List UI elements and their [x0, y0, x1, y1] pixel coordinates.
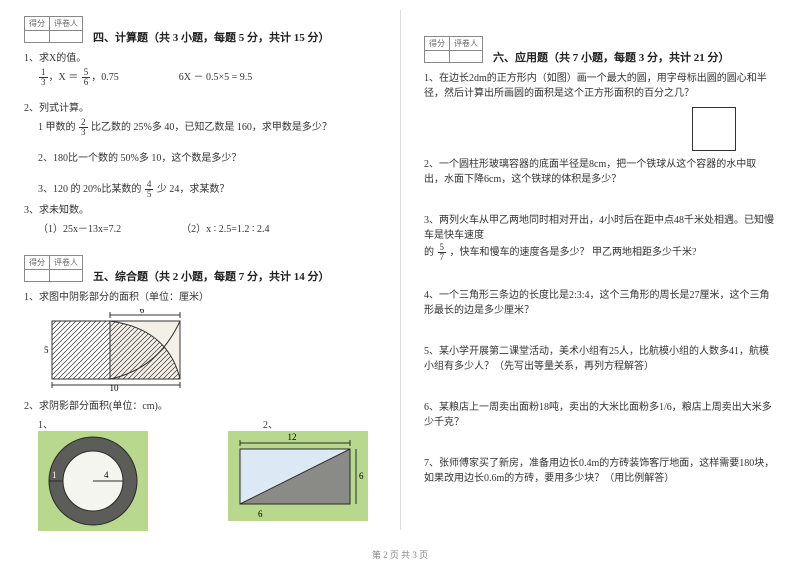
q4-3-a: （1）25x－13x=7.2: [38, 220, 121, 235]
q5-2-sub2: 2、: [263, 416, 278, 431]
q4-1-stem: 1、求X的值。: [24, 51, 376, 66]
left-column: 得分评卷人 四、计算题（共 3 小题，每题 5 分，共计 15 分） 1、求X的…: [0, 0, 400, 540]
q6-7: 7、张师傅家买了新房，准备用边长0.4m的方砖装饰客厅地面，这样需要180块，如…: [424, 456, 776, 486]
q4-2-1: 1 甲数的 23 比乙数的 25%多 40，已知乙数是 160，求甲数是多少？: [38, 118, 376, 137]
fig2b-label-side: 6: [359, 471, 364, 481]
section-6-header: 得分评卷人 六、应用题（共 7 小题，每题 3 分，共计 21 分）: [424, 36, 776, 65]
score-box: 得分评卷人: [24, 255, 83, 282]
square-figure: [692, 107, 736, 151]
q4-2-stem: 2、列式计算。: [24, 101, 376, 116]
fig2b-label-bottom: 6: [258, 509, 263, 519]
figure-5-1: 6 5 10: [38, 309, 376, 391]
eq2: 6X － 0.5×5 = 9.5: [179, 68, 253, 87]
section-6-title: 六、应用题（共 7 小题，每题 3 分，共计 21 分）: [493, 49, 730, 65]
score-box: 得分评卷人: [424, 36, 483, 63]
fig2b-label-top: 12: [288, 432, 297, 442]
section-5-header: 得分评卷人 五、综合题（共 2 小题，每题 7 分，共计 14 分）: [24, 255, 376, 284]
reviewer-label: 评卷人: [50, 17, 83, 31]
figure-5-2a: 4 1: [38, 431, 148, 531]
q4-2-3: 3、120 的 20%比某数的 45 少 24，求某数？: [38, 180, 376, 199]
q6-2: 2、一个圆柱形玻璃容器的底面半径是8cm，把一个铁球从这个容器的水中取出，水面下…: [424, 157, 776, 187]
fig1-label-bottom: 10: [110, 383, 120, 391]
q4-3-parts: （1）25x－13x=7.2 （2）x ∶ 2.5=1.2 ∶ 2.4: [38, 220, 376, 235]
column-divider: [400, 10, 401, 530]
q5-2: 2、求阴影部分面积(单位：cm)。: [24, 399, 376, 414]
page-footer: 第 2 页 共 3 页: [0, 548, 800, 561]
eq1: 13，X ＝ 56，0.75: [38, 68, 119, 87]
q4-3-b: （2）x ∶ 2.5=1.2 ∶ 2.4: [181, 220, 269, 235]
fig1-label-top: 6: [140, 309, 145, 315]
right-column: 得分评卷人 六、应用题（共 7 小题，每题 3 分，共计 21 分） 1、在边长…: [400, 0, 800, 540]
q6-1: 1、在边长2dm的正方形内（如图）画一个最大的圆，用字母标出圆的圆心和半径，然后…: [424, 71, 776, 101]
q6-6: 6、某粮店上一周卖出面粉18吨，卖出的大米比面粉多1/6，粮店上周卖出大米多少千…: [424, 400, 776, 430]
q5-1: 1、求图中阴影部分的面积（单位：厘米）: [24, 290, 376, 305]
q6-3: 3、两列火车从甲乙两地同时相对开出，4小时后在距中点48千米处相遇。已知慢车是快…: [424, 213, 776, 262]
fig2a-label-inner: 4: [104, 470, 109, 480]
q4-2-2: 2、180比一个数的 50%多 10，这个数是多少？: [38, 151, 376, 166]
fig1-label-left: 5: [44, 345, 49, 355]
q5-2-sub1: 1、: [38, 416, 53, 431]
section-5-title: 五、综合题（共 2 小题，每题 7 分，共计 14 分）: [93, 268, 330, 284]
fig2a-label-gap: 1: [52, 470, 57, 480]
score-box: 得分评卷人: [24, 16, 83, 43]
section-4-header: 得分评卷人 四、计算题（共 3 小题，每题 5 分，共计 15 分）: [24, 16, 376, 45]
figure-5-2-row: 4 1 12 6 6: [38, 431, 376, 531]
q4-1-equations: 13，X ＝ 56，0.75 6X － 0.5×5 = 9.5: [38, 68, 376, 87]
q4-3-stem: 3、求未知数。: [24, 203, 376, 218]
section-4-title: 四、计算题（共 3 小题，每题 5 分，共计 15 分）: [93, 29, 330, 45]
score-label: 得分: [25, 17, 50, 31]
q6-5: 5、某小学开展第二课堂活动，美术小组有25人，比航模小组的人数多41，航模小组有…: [424, 344, 776, 374]
q5-2-subs: 1、 2、: [38, 416, 376, 431]
q6-4: 4、一个三角形三条边的长度比是2:3:4，这个三角形的周长是27厘米，这个三角形…: [424, 288, 776, 318]
figure-5-2b: 12 6 6: [228, 431, 368, 521]
